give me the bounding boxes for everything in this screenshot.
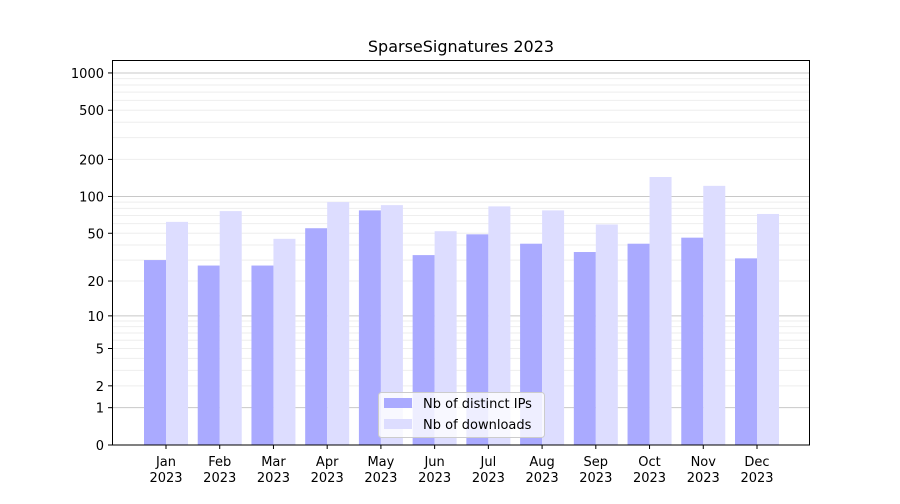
bar-downloads-jun xyxy=(434,231,457,445)
y-tick-label: 200 xyxy=(79,153,104,168)
bar-downloads-may xyxy=(380,205,403,445)
y-tick-label: 2 xyxy=(96,380,104,395)
y-tick-label: 0 xyxy=(96,439,104,454)
x-tick-label: Apr 2023 xyxy=(311,455,344,486)
x-tick-label: Jan 2023 xyxy=(149,455,182,486)
y-tick-label: 1 xyxy=(96,402,104,417)
y-tick-label: 500 xyxy=(79,104,104,119)
legend-swatch xyxy=(384,398,412,408)
bar-downloads-dec xyxy=(757,213,779,445)
x-tick-label: Dec 2023 xyxy=(740,455,773,486)
bar-distinct-ips-oct xyxy=(627,243,650,445)
legend: Nb of distinct IPs Nb of downloads xyxy=(378,392,545,438)
bar-downloads-nov xyxy=(703,185,726,446)
y-tick-label: 5 xyxy=(96,343,104,358)
bar-downloads-jan xyxy=(166,221,188,445)
plot-frame xyxy=(112,60,810,446)
chart-title: SparseSignatures 2023 xyxy=(368,37,554,56)
bar-downloads-feb xyxy=(219,211,242,445)
bar-downloads-mar xyxy=(273,238,296,445)
y-tick-label: 1000 xyxy=(71,67,104,82)
bar-distinct-ips-may xyxy=(358,210,381,445)
x-tick-label: Feb 2023 xyxy=(203,455,236,486)
legend-label: Nb of distinct IPs xyxy=(423,397,532,412)
bar-downloads-aug xyxy=(542,210,565,445)
y-tick-label: 50 xyxy=(87,227,104,242)
x-tick-label: Mar 2023 xyxy=(257,455,290,486)
x-tick-label: Aug 2023 xyxy=(526,455,559,486)
x-tick-label: Jul 2023 xyxy=(472,455,505,486)
y-tick-label: 20 xyxy=(87,275,104,290)
bar-downloads-oct xyxy=(649,176,672,446)
x-tick-label: May 2023 xyxy=(364,455,397,486)
y-tick-label: 100 xyxy=(79,190,104,205)
x-tick-label: Jun 2023 xyxy=(418,455,451,486)
x-tick-label: Oct 2023 xyxy=(633,455,666,486)
x-tick-label: Sep 2023 xyxy=(579,455,612,486)
bar-distinct-ips-sep xyxy=(573,252,596,445)
bar-distinct-ips-dec xyxy=(735,258,757,445)
bar-distinct-ips-mar xyxy=(251,265,274,445)
bar-distinct-ips-feb xyxy=(197,265,220,445)
x-axis: Jan 2023 Feb 2023 Mar 2023 Apr 2023 May 2023 Jun 20… xyxy=(149,445,774,486)
y-tick-label: 10 xyxy=(87,310,104,325)
legend-box xyxy=(378,392,545,438)
bars xyxy=(144,176,779,446)
bar-downloads-apr xyxy=(327,202,350,445)
bar-distinct-ips-apr xyxy=(305,228,328,445)
bar-distinct-ips-jan xyxy=(144,260,166,445)
x-tick-label: Nov 2023 xyxy=(687,455,720,486)
bar-downloads-sep xyxy=(595,224,618,445)
legend-label: Nb of downloads xyxy=(423,418,532,433)
bar-downloads-jul xyxy=(488,206,511,445)
y-axis: 0 1 2 5 10 20 50 100 200 500 1000 xyxy=(71,67,112,454)
bar-distinct-ips-nov xyxy=(681,237,704,445)
legend-swatch xyxy=(384,419,412,429)
